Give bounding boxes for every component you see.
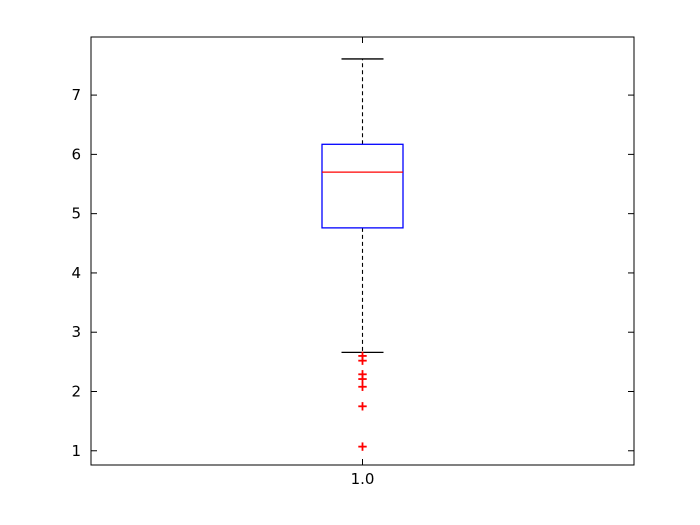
y-tick-label: 1 (71, 442, 81, 460)
x-tick-label: 1.0 (351, 470, 375, 488)
y-tick-label: 2 (71, 382, 81, 400)
y-tick-label: 7 (71, 86, 81, 104)
y-tick-label: 5 (71, 205, 81, 223)
y-tick-label: 3 (71, 323, 81, 341)
y-tick-label: 6 (71, 145, 81, 163)
y-tick-label: 4 (71, 264, 81, 282)
iqr-box (321, 143, 404, 229)
